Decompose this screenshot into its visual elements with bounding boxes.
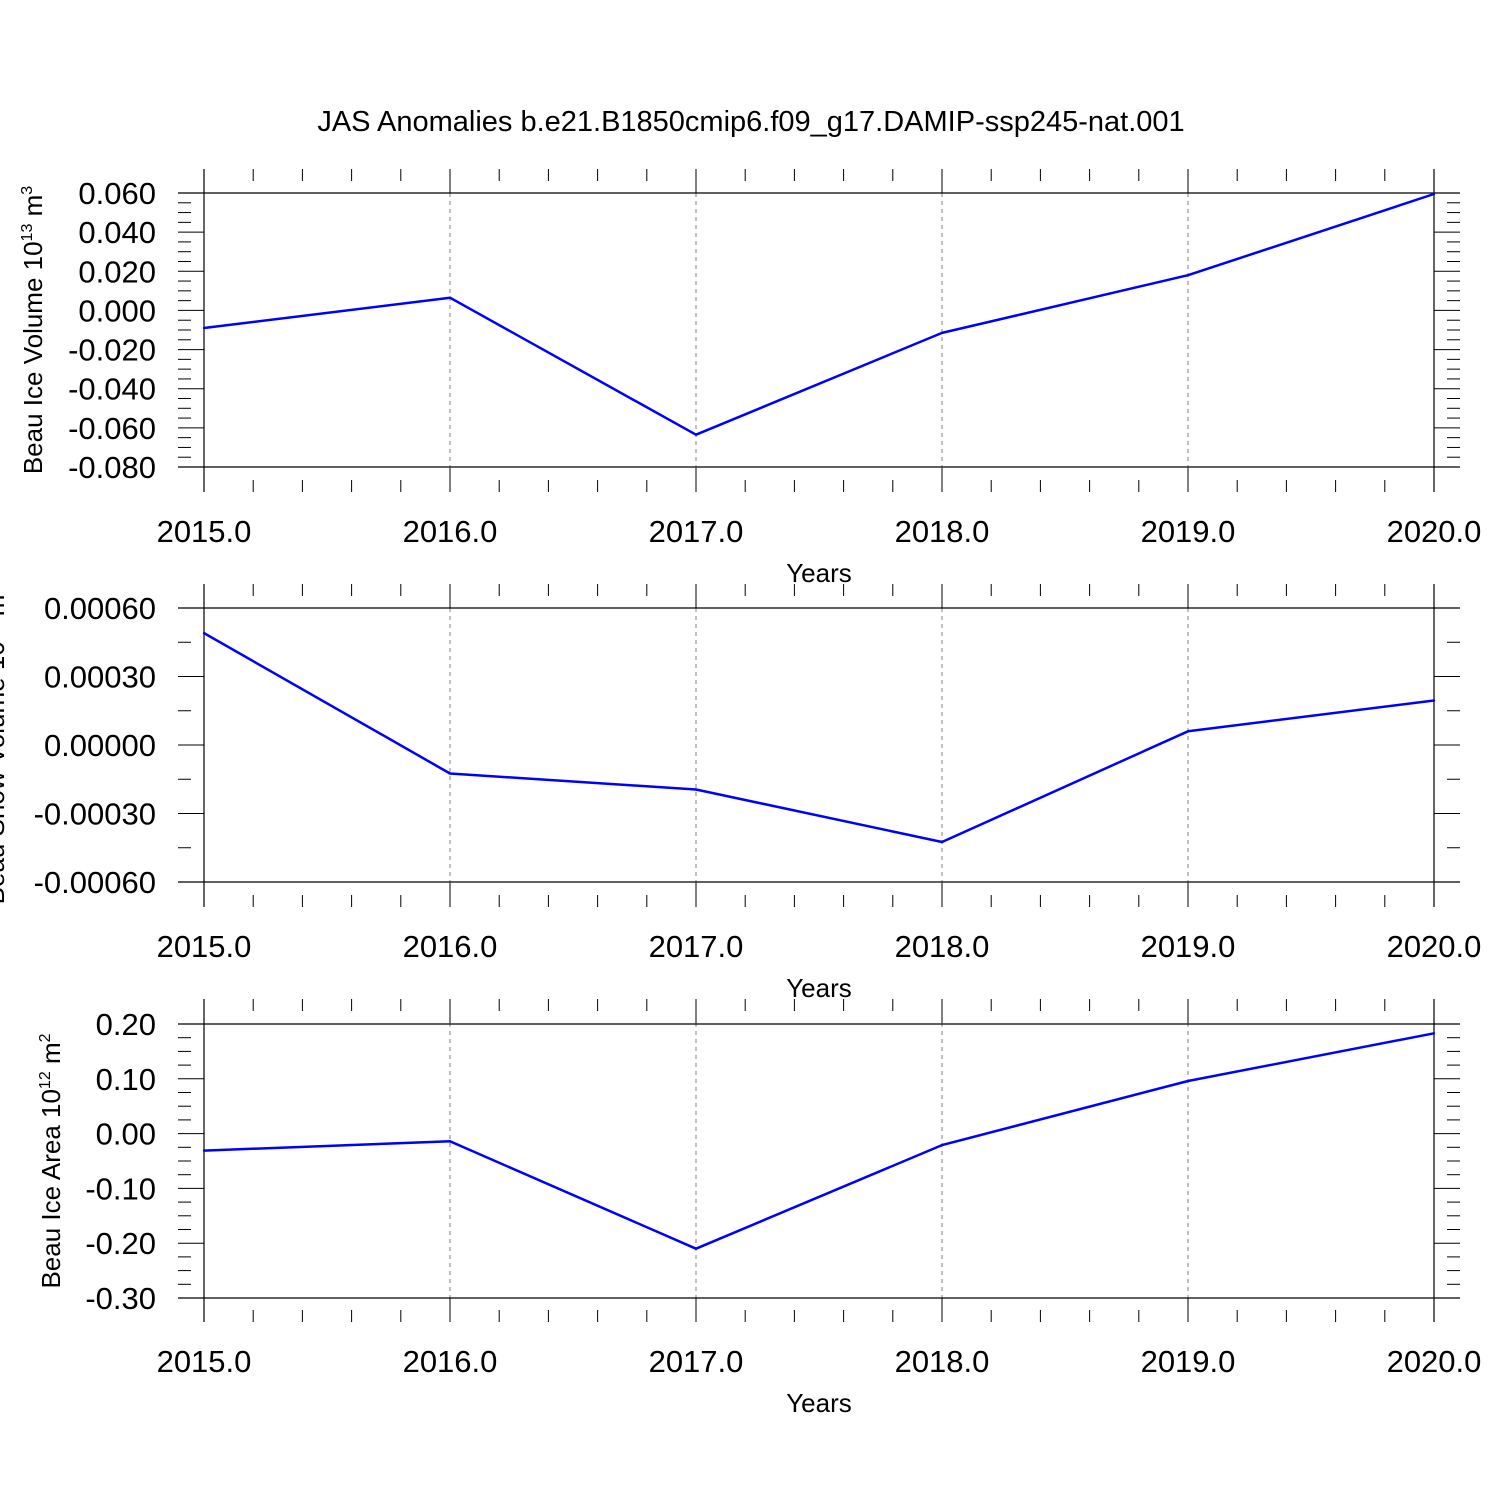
y-tick-label: -0.10	[85, 1171, 156, 1206]
data-point	[1432, 1032, 1436, 1035]
data-point	[940, 331, 944, 335]
series-line	[203, 192, 1435, 436]
y-tick-label: -0.040	[68, 372, 156, 407]
y-tick-label: 0.00	[96, 1117, 156, 1152]
series-line	[203, 632, 1435, 844]
data-point	[448, 296, 452, 299]
y-axis-label-unit: m	[36, 1042, 66, 1071]
y-axis-label-unit: m	[18, 195, 48, 224]
y-tick-label: -0.20	[85, 1226, 156, 1261]
y-axis-label-text: Beau Snow Volume 10	[0, 641, 10, 904]
x-axis-label: Years	[786, 1388, 852, 1418]
y-axis-label: Beau Ice Volume 1013 m3	[18, 186, 48, 474]
data-point	[694, 433, 698, 436]
y-axis-label-text: Beau Ice Area 10	[36, 1089, 66, 1288]
data-point	[694, 1247, 698, 1250]
y-tick-label: 0.020	[78, 254, 156, 289]
series-line	[203, 1032, 1435, 1250]
y-axis-label-exponent: 12	[37, 1071, 54, 1089]
x-tick-label: 2017.0	[649, 514, 744, 549]
y-axis-label-unit-exponent: 3	[19, 186, 36, 195]
y-tick-label: 0.040	[78, 215, 156, 250]
data-point	[448, 772, 452, 775]
x-tick-label: 2015.0	[157, 1344, 252, 1379]
data-point	[1186, 730, 1190, 733]
y-tick-label: -0.080	[68, 450, 156, 485]
y-axis-label-text: Beau Ice Volume 10	[18, 241, 48, 474]
data-point	[448, 1140, 452, 1143]
y-tick-label: -0.00060	[34, 865, 156, 900]
data-point	[202, 326, 206, 330]
x-tick-label: 2019.0	[1141, 929, 1236, 964]
data-point	[1186, 1079, 1190, 1083]
x-tick-label: 2018.0	[895, 1344, 990, 1379]
x-tick-label: 2020.0	[1387, 514, 1482, 549]
x-tick-label: 2016.0	[403, 929, 498, 964]
y-tick-label: 0.00030	[44, 660, 156, 695]
data-point	[694, 788, 698, 791]
x-tick-label: 2015.0	[157, 929, 252, 964]
y-axis-label: Beau Snow Volume 1013 m3	[0, 586, 10, 905]
x-axis-label: Years	[786, 973, 852, 1003]
data-point	[940, 840, 944, 844]
y-tick-label: 0.060	[78, 176, 156, 211]
y-tick-label: -0.00030	[34, 797, 156, 832]
panel-1: 0.060 0.040 0.020 0.000 -0.020 -0.040 -0.060 -0…	[18, 169, 1481, 588]
x-tick-label: 2015.0	[157, 514, 252, 549]
y-tick-label: -0.020	[68, 333, 156, 368]
y-axis-label-unit: m	[0, 595, 10, 624]
data-point	[1186, 274, 1190, 277]
data-point	[202, 631, 206, 635]
y-tick-label: 0.00060	[44, 591, 156, 626]
y-tick-label: -0.30	[85, 1281, 156, 1316]
panels: 0.060 0.040 0.020 0.000 -0.020 -0.040 -0.060 -0…	[0, 169, 1481, 1418]
y-tick-label: 0.00000	[44, 728, 156, 763]
x-tick-label: 2017.0	[649, 929, 744, 964]
x-tick-label: 2019.0	[1141, 514, 1236, 549]
x-tick-label: 2018.0	[895, 514, 990, 549]
x-tick-label: 2018.0	[895, 929, 990, 964]
y-tick-label: 0.000	[78, 293, 156, 328]
y-tick-label: -0.060	[68, 411, 156, 446]
x-tick-label: 2019.0	[1141, 1344, 1236, 1379]
y-axis-label-exponent: 13	[19, 224, 36, 242]
y-axis-label-unit-exponent: 2	[37, 1033, 54, 1042]
x-tick-label: 2020.0	[1387, 929, 1482, 964]
data-point	[202, 1149, 206, 1152]
panel-2: 0.000600.000300.00000-0.00030-0.00060201…	[0, 584, 1481, 1003]
y-axis-label: Beau Ice Area 1012 m2	[36, 1033, 66, 1288]
data-point	[1432, 699, 1436, 702]
data-point	[1432, 192, 1436, 196]
data-point	[940, 1143, 944, 1147]
x-tick-label: 2016.0	[403, 1344, 498, 1379]
y-tick-label: 0.10	[96, 1062, 156, 1097]
x-tick-label: 2017.0	[649, 1344, 744, 1379]
x-axis-label: Years	[786, 558, 852, 588]
y-tick-label: 0.20	[96, 1007, 156, 1042]
x-tick-label: 2016.0	[403, 514, 498, 549]
x-tick-label: 2020.0	[1387, 1344, 1482, 1379]
figure-title: JAS Anomalies b.e21.B1850cmip6.f09_g17.D…	[317, 106, 1184, 138]
